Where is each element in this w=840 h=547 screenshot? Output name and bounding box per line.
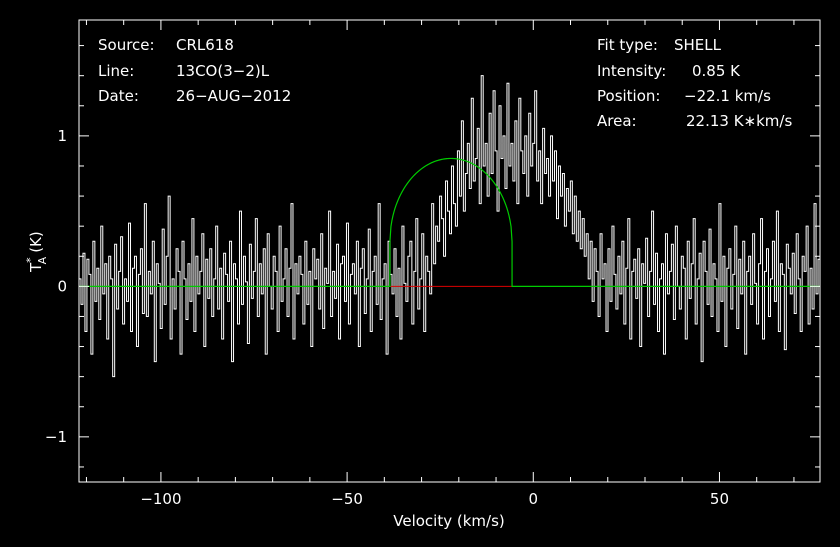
spectrum-series [79, 75, 820, 378]
info-intensity-label: Intensity: [597, 62, 666, 80]
y-axis-label-text: T*A (K) [24, 231, 49, 273]
info-position-value: −22.1 km/s [684, 87, 771, 105]
info-right: Fit type: SHELL Intensity: 0.85 K Positi… [597, 36, 792, 130]
shell-fit-line [79, 157, 820, 287]
info-fit-type-value: SHELL [674, 36, 722, 54]
info-area-value: 22.13 K∗km/s [686, 112, 792, 130]
info-source-label: Source: [98, 36, 155, 54]
axes-layer: −100 −50 0 50 −1 0 1 [45, 19, 821, 508]
info-line-value: 13CO(3−2)L [176, 62, 270, 80]
y-axis-label-sub: A [36, 256, 49, 264]
y-tick-label: 0 [57, 277, 67, 295]
y-tick-label: 1 [57, 127, 67, 145]
y-axis-label: T*A (K) [24, 231, 49, 273]
info-left: Source: CRL618 Line: 13CO(3−2)L Date: 26… [98, 36, 291, 105]
info-intensity-value: 0.85 K [692, 62, 741, 80]
x-tick-label: −50 [331, 490, 363, 508]
info-date-value: 26−AUG−2012 [176, 87, 291, 105]
info-source-value: CRL618 [176, 36, 234, 54]
y-tick-label: −1 [45, 428, 67, 446]
fit-layer [79, 157, 820, 287]
info-area-label: Area: [597, 112, 637, 130]
y-axis-label-sup: * [24, 257, 37, 263]
y-axis-label-unit: (K) [27, 231, 45, 253]
spectrum-line [79, 75, 820, 378]
info-position-label: Position: [597, 87, 660, 105]
x-tick-label: 0 [529, 490, 539, 508]
y-axis-label-main: T [27, 262, 45, 273]
x-axis-label: Velocity (km/s) [393, 512, 504, 530]
info-fit-type-label: Fit type: [597, 36, 658, 54]
info-line-label: Line: [98, 62, 134, 80]
x-tick-label: −100 [140, 490, 181, 508]
plot-frame [78, 19, 821, 483]
info-date-label: Date: [98, 87, 139, 105]
x-tick-label: 50 [710, 490, 729, 508]
